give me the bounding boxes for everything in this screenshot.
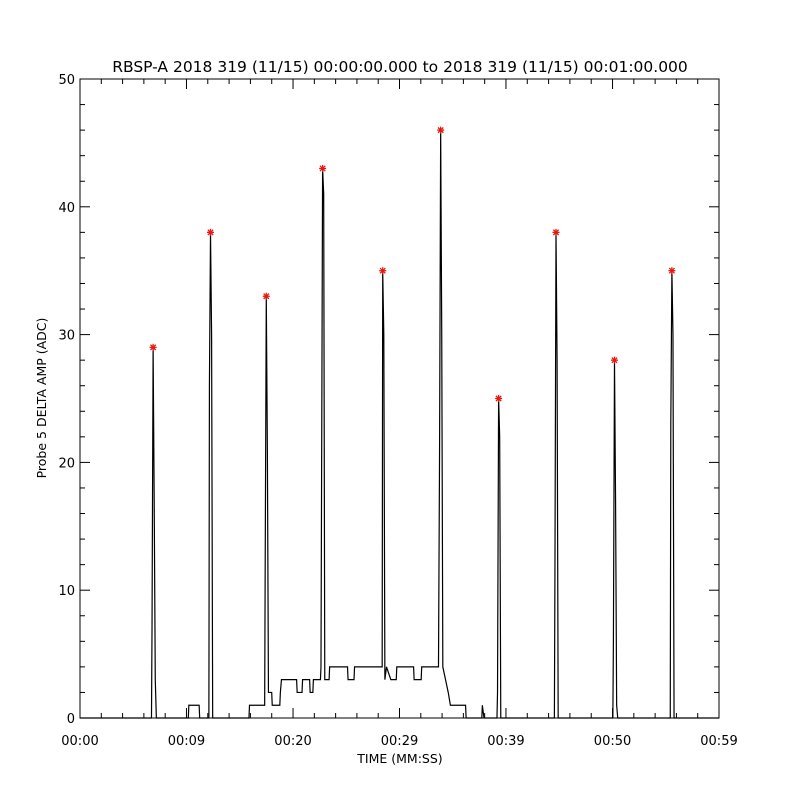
y-tick-label: 40	[58, 201, 75, 216]
peak-marker	[379, 267, 387, 275]
x-tick-label: 00:29	[381, 734, 418, 749]
x-tick-label: 00:00	[61, 734, 98, 749]
peak-marker	[495, 395, 503, 402]
x-tick-label: 00:20	[274, 734, 311, 749]
peak-marker	[207, 228, 215, 236]
x-axis: 00:00 00:09 00:20 00:29 00:39 00:50 00:59	[61, 79, 738, 749]
y-tick-label: 20	[58, 456, 75, 471]
peak-marker	[610, 356, 618, 364]
peak-marker	[437, 126, 445, 134]
x-tick-label: 00:50	[594, 734, 631, 749]
y-tick-label: 10	[58, 584, 75, 599]
x-tick-label: 00:39	[487, 734, 524, 749]
y-axis-label: Probe 5 DELTA AMP (ADC)	[34, 318, 49, 479]
peak-marker-layer	[149, 126, 676, 402]
peak-marker	[319, 164, 327, 172]
peak-marker	[262, 292, 270, 300]
y-tick-label: 50	[58, 73, 75, 88]
series-line	[80, 130, 719, 719]
y-axis: 0 10 20 30 40 50	[58, 73, 719, 727]
y-tick-label: 0	[67, 712, 75, 727]
y-tick-label: 30	[58, 329, 75, 344]
x-tick-label: 00:59	[700, 734, 737, 749]
x-tick-label: 00:09	[168, 734, 205, 749]
chart-title: RBSP-A 2018 319 (11/15) 00:00:00.000 to …	[112, 58, 688, 76]
series-layer	[80, 130, 719, 719]
peak-marker	[149, 343, 157, 351]
plot-frame	[79, 78, 720, 719]
peak-marker	[668, 267, 676, 275]
x-axis-label: TIME (MM:SS)	[356, 751, 442, 766]
peak-marker	[552, 228, 560, 236]
